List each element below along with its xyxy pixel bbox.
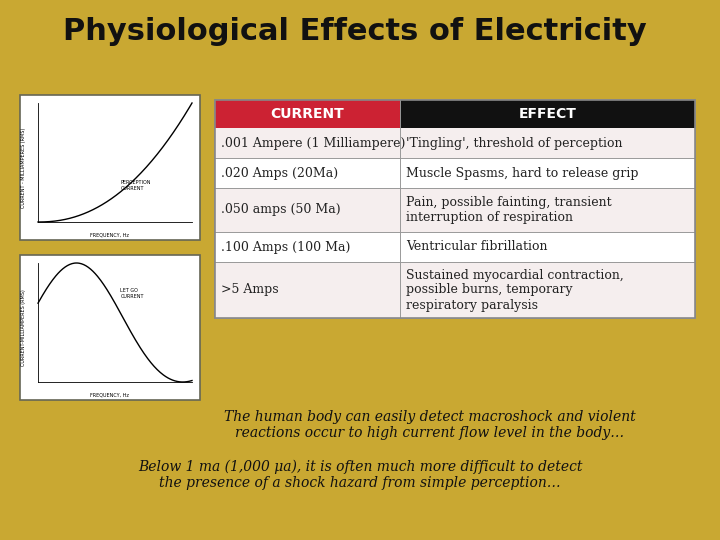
Text: Pain, possible fainting, transient
interruption of respiration: Pain, possible fainting, transient inter… [406, 196, 611, 224]
Text: .100 Amps (100 Ma): .100 Amps (100 Ma) [221, 240, 351, 253]
Bar [215, 100, 695, 318]
Text: Sustained myocardial contraction,
possible burns, temporary
respiratory paralysi: Sustained myocardial contraction, possib… [406, 268, 624, 312]
Text: CURRENT: CURRENT [271, 107, 344, 121]
Text: FREQUENCY, Hz: FREQUENCY, Hz [91, 233, 130, 238]
Text: Muscle Spasms, hard to release grip: Muscle Spasms, hard to release grip [406, 166, 639, 179]
Text: Physiological Effects of Electricity: Physiological Effects of Electricity [63, 17, 647, 46]
Text: .020 Amps (20Ma): .020 Amps (20Ma) [221, 166, 338, 179]
Text: CURRENT-MILLIAMPERES (RMS): CURRENT-MILLIAMPERES (RMS) [22, 289, 27, 366]
Bar [20, 95, 200, 240]
Text: CURRENT - MILLIAMPERES (RMS): CURRENT - MILLIAMPERES (RMS) [22, 127, 27, 207]
Text: PERCEPTION
CURRENT: PERCEPTION CURRENT [120, 180, 151, 191]
Text: .001 Ampere (1 Milliampere): .001 Ampere (1 Milliampere) [221, 137, 405, 150]
Bar [215, 232, 695, 262]
Bar [215, 128, 695, 158]
Text: 'Tingling', threshold of perception: 'Tingling', threshold of perception [406, 137, 623, 150]
Text: >5 Amps: >5 Amps [221, 284, 279, 296]
Text: The human body can easily detect macroshock and violent
reactions occur to high : The human body can easily detect macrosh… [224, 410, 636, 440]
Bar [20, 255, 200, 400]
Text: FREQUENCY, Hz: FREQUENCY, Hz [91, 393, 130, 397]
Bar [215, 100, 695, 318]
Text: .050 amps (50 Ma): .050 amps (50 Ma) [221, 204, 341, 217]
Bar [215, 158, 695, 188]
Bar [215, 100, 400, 128]
Bar [215, 262, 695, 318]
Bar [215, 188, 695, 232]
Bar [400, 100, 695, 128]
Text: LET GO
CURRENT: LET GO CURRENT [120, 288, 144, 299]
Text: EFFECT: EFFECT [518, 107, 577, 121]
Text: Below 1 ma (1,000 μa), it is often much more difficult to detect
the presence of: Below 1 ma (1,000 μa), it is often much … [138, 460, 582, 490]
Text: Ventricular fibrillation: Ventricular fibrillation [406, 240, 547, 253]
